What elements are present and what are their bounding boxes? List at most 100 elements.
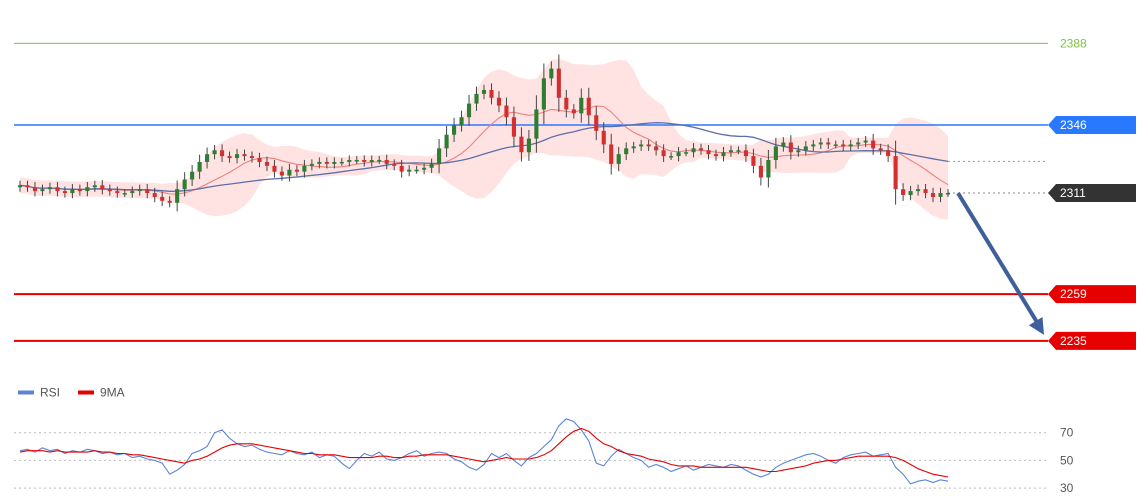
rsi-tick-70: 70 xyxy=(1060,426,1074,440)
candle-body xyxy=(25,185,30,188)
forecast-arrow-head xyxy=(1028,317,1044,335)
candle-body xyxy=(684,152,689,154)
candle-body xyxy=(354,160,359,162)
candle-body xyxy=(601,130,606,145)
rsi-tick-50: 50 xyxy=(1060,453,1074,467)
candle-body xyxy=(945,193,951,195)
candle-body xyxy=(422,167,427,170)
candle-body xyxy=(347,160,352,162)
candle-body xyxy=(676,152,681,157)
candle-body xyxy=(115,191,120,194)
candle-body xyxy=(272,165,277,172)
rsi-tick-30: 30 xyxy=(1060,481,1074,495)
candle-body xyxy=(481,90,487,94)
candle-body xyxy=(444,134,449,149)
candle-body xyxy=(452,125,457,135)
candle-body xyxy=(691,148,696,153)
candle-body xyxy=(661,150,666,157)
candle-body xyxy=(938,193,943,197)
candle-body xyxy=(77,189,82,192)
candle-body xyxy=(62,191,67,194)
candle-body xyxy=(579,97,584,114)
candle-body xyxy=(437,148,442,164)
level-label-2346: 2346 xyxy=(1060,118,1087,132)
bollinger-band xyxy=(20,59,948,220)
candle-body xyxy=(384,160,389,164)
candle-body xyxy=(257,158,262,162)
candle-body xyxy=(519,136,524,153)
candle-body xyxy=(302,165,307,172)
moving-average-line-2 xyxy=(19,122,949,192)
price-chart: 2388 2346 2311 2259 2235 xyxy=(14,36,1136,350)
candle-body xyxy=(339,161,344,164)
candle-body xyxy=(721,152,726,157)
ma-legend-label: 9MA xyxy=(100,386,125,400)
candle-body xyxy=(908,191,913,195)
candle-body xyxy=(803,146,808,151)
candle-body xyxy=(586,97,591,116)
candle-body xyxy=(841,144,846,147)
level-label-2311: 2311 xyxy=(1060,186,1086,200)
candle-body xyxy=(571,109,576,114)
forecast-arrow-shaft xyxy=(956,192,1040,325)
candle-body xyxy=(152,193,157,197)
candle-body xyxy=(175,189,180,203)
candle-body xyxy=(594,115,599,131)
candle-body xyxy=(624,148,629,155)
candle-body xyxy=(511,117,516,137)
candle-body xyxy=(474,93,479,104)
candle-body xyxy=(758,165,763,178)
rsi-tick-labels: 70 50 30 xyxy=(1060,426,1074,495)
candle-body xyxy=(489,90,494,98)
candle-body xyxy=(317,161,322,164)
candle-body xyxy=(751,156,756,166)
candle-body xyxy=(47,187,52,190)
candle-body xyxy=(279,171,284,176)
candle-body xyxy=(848,144,853,147)
candle-body xyxy=(100,185,105,190)
candle-body xyxy=(130,191,135,194)
candle-body xyxy=(227,156,232,159)
candle-body xyxy=(504,105,509,118)
candle-body xyxy=(287,169,292,176)
candle-body xyxy=(796,150,801,153)
candle-body xyxy=(766,160,771,178)
candle-body xyxy=(916,189,921,192)
candle-body xyxy=(871,140,876,149)
level-label-2259: 2259 xyxy=(1060,287,1087,301)
candle-body xyxy=(107,189,112,192)
candle-body xyxy=(466,103,472,118)
candle-body xyxy=(878,148,883,151)
candle-body xyxy=(639,144,644,147)
rsi-legend-label: RSI xyxy=(40,386,60,400)
candle-body xyxy=(833,144,838,146)
candle-body xyxy=(197,161,202,172)
candle-body xyxy=(901,189,906,195)
candle-body xyxy=(362,160,367,162)
candle-body xyxy=(549,68,554,79)
rsi-gridlines xyxy=(14,432,1048,489)
candle-body xyxy=(669,156,674,158)
candle-body xyxy=(564,97,569,110)
candle-body xyxy=(556,68,561,98)
candle-body xyxy=(609,144,614,164)
level-label-2235: 2235 xyxy=(1060,334,1087,348)
candle-body xyxy=(264,161,270,166)
candle-body xyxy=(646,144,651,147)
candle-body xyxy=(773,146,778,160)
candle-body xyxy=(377,160,382,162)
candle-body xyxy=(137,189,142,192)
candle-body xyxy=(429,163,434,168)
candle-body xyxy=(893,156,898,190)
level-tag-2259 xyxy=(1048,285,1136,304)
candle-body xyxy=(631,146,636,149)
candle-body xyxy=(309,163,314,166)
candle-body xyxy=(534,109,539,139)
candle-body xyxy=(414,169,419,172)
candle-body xyxy=(818,142,823,145)
level-tag-2346 xyxy=(1048,116,1136,134)
rsi-chart: RSI 9MA 70 50 30 xyxy=(14,386,1074,495)
candle-body xyxy=(743,150,748,157)
candle-body xyxy=(249,156,255,159)
